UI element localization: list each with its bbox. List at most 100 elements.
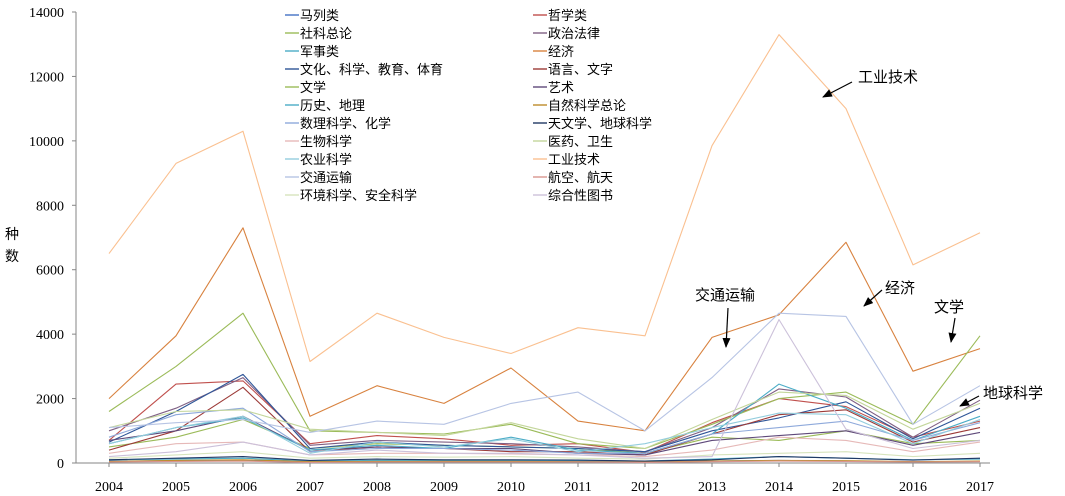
series-line-18 (108, 34, 981, 363)
legend-label: 航空、航天 (548, 170, 613, 186)
legend-item: 文化、科学、教育、体育 (285, 62, 443, 78)
x-tick-label: 2009 (430, 480, 458, 495)
annotation-arrow-earth-science (959, 395, 980, 407)
legend-label: 马列类 (300, 9, 339, 24)
legend-label: 生物科学 (300, 134, 352, 150)
x-tick-label: 2014 (765, 480, 793, 495)
legend-label: 艺术 (548, 81, 574, 96)
x-tick-label: 2013 (698, 480, 726, 495)
y-axis-label-char-2: 数 (5, 249, 19, 265)
series-line-21 (108, 451, 981, 460)
legend-item: 综合性图书 (533, 189, 613, 204)
x-tick-label: 2005 (162, 480, 190, 495)
legend-label: 自然科学总论 (548, 98, 626, 114)
legend-item: 语言、文字 (533, 63, 613, 78)
legend-label: 文学 (300, 80, 326, 96)
series-line-9 (108, 312, 981, 450)
legend-item: 哲学类 (533, 8, 587, 24)
series-line-6 (108, 227, 981, 432)
series-line-2 (108, 380, 981, 453)
legend-label: 综合性图书 (548, 189, 613, 204)
legend-item: 马列类 (285, 9, 339, 24)
series-line-17 (108, 412, 981, 454)
y-tick-label: 10000 (29, 135, 64, 150)
legend-item: 医药、卫生 (533, 135, 613, 150)
y-tick-label: 4000 (36, 328, 64, 343)
legend-item: 生物科学 (285, 134, 352, 150)
series-line-14 (108, 456, 981, 462)
series-line-7 (108, 373, 981, 453)
legend-label: 环境科学、安全科学 (300, 188, 417, 204)
annotation-label-economy: 经济 (885, 279, 915, 297)
legend-item: 历史、地理 (285, 99, 365, 114)
series-line-19 (108, 312, 981, 433)
x-tick-label: 2015 (832, 480, 860, 495)
y-axis-label-char-1: 种 (5, 227, 19, 243)
legend-item: 航空、航天 (533, 170, 613, 186)
legend-item: 政治法律 (533, 27, 600, 42)
x-tick-label: 2016 (899, 480, 927, 495)
series-line-16 (108, 391, 981, 450)
x-tick-label: 2007 (296, 480, 324, 495)
legend-item: 交通运输 (285, 170, 352, 186)
legend-label: 经济 (548, 45, 574, 60)
annotation-earth-science: 地球科学 (959, 384, 1043, 407)
legend-item: 经济 (533, 45, 574, 60)
annotation-label-industrial: 工业技术 (858, 68, 918, 86)
legend-item: 农业科学 (285, 152, 352, 168)
axes: 0 2000 4000 6000 8000 10000 12000 14000 2004 2005… (29, 6, 994, 495)
legend-item: 工业技术 (533, 153, 600, 168)
annotation-label-transport: 交通运输 (695, 286, 755, 304)
legend-item: 数理科学、化学 (285, 116, 391, 132)
y-tick-label: 0 (57, 457, 64, 472)
x-tick-label: 2011 (564, 480, 591, 495)
legend-label: 军事类 (300, 45, 339, 60)
legend-label: 历史、地理 (300, 99, 365, 114)
legend-label: 数理科学、化学 (300, 116, 391, 132)
x-tick-label: 2017 (966, 480, 994, 495)
legend-item: 文学 (285, 80, 326, 96)
x-tick-label: 2010 (497, 480, 525, 495)
legend-item: 环境科学、安全科学 (285, 188, 417, 204)
annotation-industrial: 工业技术 (822, 68, 918, 98)
legend-item: 社科总论 (285, 26, 352, 42)
annotation-arrow-literature (948, 317, 957, 343)
legend-label: 语言、文字 (548, 63, 613, 78)
legend-label: 医药、卫生 (548, 135, 613, 150)
legend-item: 天文学、地球科学 (533, 116, 652, 132)
annotation-label-literature: 文学 (934, 298, 964, 316)
annotation-literature: 文学 (934, 298, 964, 343)
annotation-label-earth-science: 地球科学 (983, 384, 1043, 402)
x-tick-label: 2006 (229, 480, 257, 495)
legend-label: 政治法律 (548, 27, 600, 42)
y-tick-label: 2000 (36, 393, 64, 408)
legend-label: 天文学、地球科学 (548, 116, 652, 132)
x-tick-label: 2012 (631, 480, 659, 495)
legend-item: 自然科学总论 (533, 98, 626, 114)
legend-label: 交通运输 (300, 170, 352, 186)
series-line-22 (108, 319, 981, 459)
legend-label: 工业技术 (548, 153, 600, 168)
annotation-arrow-economy (863, 289, 883, 307)
annotation-economy: 经济 (863, 279, 915, 307)
series-lines (108, 34, 981, 463)
series-line-13 (108, 407, 981, 454)
series-line-11 (108, 383, 981, 454)
legend-label: 哲学类 (548, 8, 587, 24)
y-tick-label: 6000 (36, 264, 64, 279)
legend-label: 社科总论 (300, 26, 352, 42)
annotation-transport: 交通运输 (695, 286, 755, 348)
series-line-20 (108, 460, 981, 463)
annotation-arrow-industrial (822, 81, 853, 98)
x-tick-label: 2008 (363, 480, 391, 495)
y-tick-label: 14000 (29, 6, 64, 21)
x-tick-label: 2004 (95, 480, 123, 495)
legend-label: 文化、科学、教育、体育 (300, 62, 443, 78)
annotation-arrow-transport (722, 307, 731, 348)
legend-item: 艺术 (533, 81, 574, 96)
y-tick-label: 8000 (36, 199, 64, 214)
y-tick-label: 12000 (29, 70, 64, 85)
legend-item: 军事类 (285, 45, 339, 60)
